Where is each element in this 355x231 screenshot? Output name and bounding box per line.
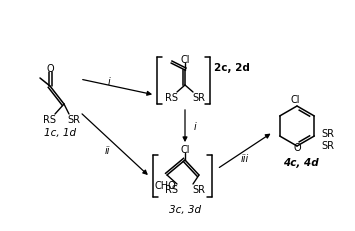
Text: i: i	[193, 122, 196, 131]
Text: Cl: Cl	[290, 94, 300, 105]
Text: RS: RS	[44, 115, 56, 125]
Text: RS: RS	[164, 184, 178, 194]
Text: iii: iii	[241, 153, 249, 163]
Text: SR: SR	[322, 140, 335, 150]
Text: CHO: CHO	[154, 180, 176, 190]
Text: Cl: Cl	[180, 144, 190, 154]
Text: i: i	[108, 77, 110, 87]
Text: ii: ii	[104, 145, 110, 155]
Text: SR: SR	[192, 93, 206, 103]
Text: O: O	[46, 64, 54, 74]
Text: 1c, 1d: 1c, 1d	[44, 128, 76, 137]
Text: SR: SR	[67, 115, 81, 125]
Text: Cl: Cl	[180, 55, 190, 65]
Text: 2c, 2d: 2c, 2d	[214, 63, 250, 73]
Text: O: O	[293, 142, 301, 152]
Text: SR: SR	[322, 128, 335, 138]
Text: RS: RS	[164, 93, 178, 103]
Text: 3c, 3d: 3c, 3d	[169, 204, 201, 214]
Text: 4c, 4d: 4c, 4d	[283, 157, 319, 167]
Text: SR: SR	[192, 184, 206, 194]
